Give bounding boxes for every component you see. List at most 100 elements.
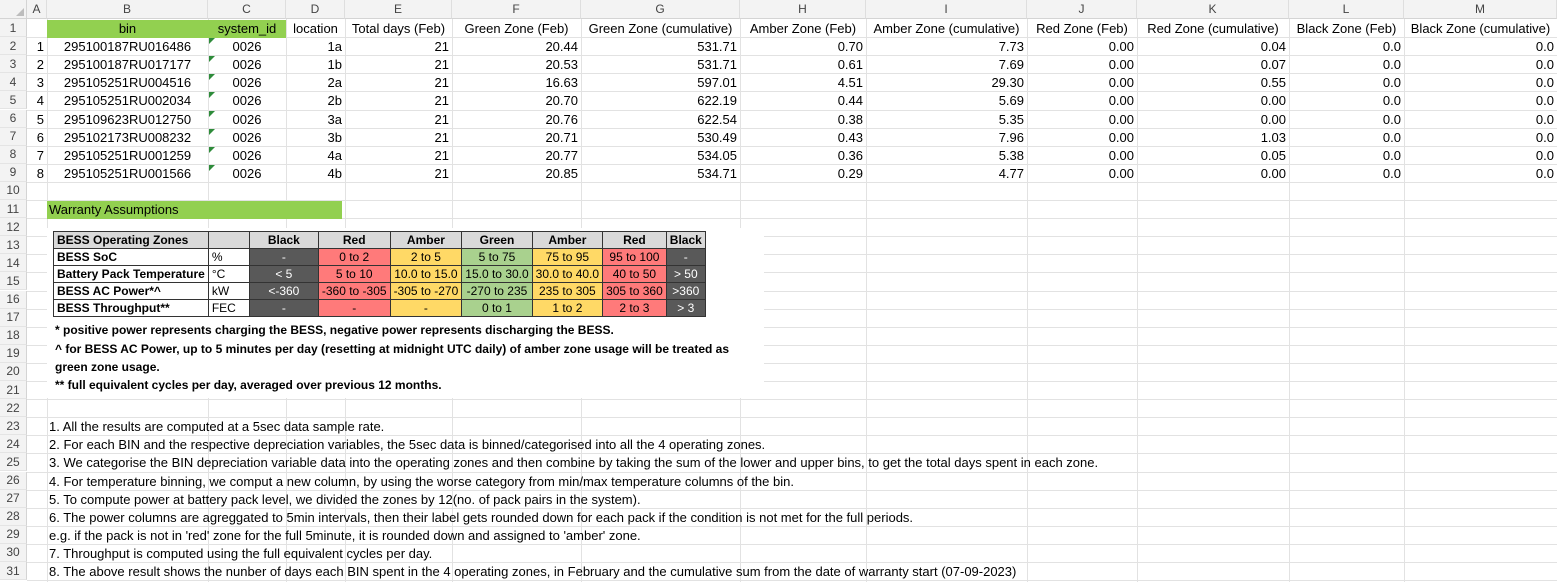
cell-f2[interactable]: 20.44 — [545, 39, 578, 55]
cell-i7[interactable]: 7.96 — [998, 129, 1024, 145]
cell-f3[interactable]: 20.53 — [545, 57, 578, 73]
cell-a6[interactable]: 5 — [36, 111, 44, 127]
cell-e7[interactable]: 21 — [434, 129, 449, 145]
cell-c3[interactable]: 0026 — [232, 57, 262, 73]
row-header-3[interactable]: 3 — [0, 55, 27, 74]
cell-d7[interactable]: 3b — [327, 129, 342, 145]
cell-b9[interactable]: 295105251RU001566 — [63, 165, 192, 181]
cell-i4[interactable]: 29.30 — [991, 75, 1024, 91]
cell-f8[interactable]: 20.77 — [545, 147, 578, 163]
row-header-28[interactable]: 28 — [0, 507, 27, 526]
cell-h4[interactable]: 4.51 — [837, 75, 863, 91]
cell-f9[interactable]: 20.85 — [545, 165, 578, 181]
cell-f7[interactable]: 20.71 — [545, 129, 578, 145]
cell-c9[interactable]: 0026 — [232, 165, 262, 181]
column-header-a[interactable]: A — [27, 0, 47, 19]
cell-j6[interactable]: 0.00 — [1108, 111, 1134, 127]
column-header-j[interactable]: J — [1027, 0, 1137, 19]
cell-g6[interactable]: 622.54 — [697, 111, 737, 127]
header-cell-d[interactable]: location — [293, 21, 338, 36]
cell-e6[interactable]: 21 — [434, 111, 449, 127]
note-line-7[interactable]: e.g. if the pack is not in 'red' zone fo… — [49, 527, 641, 543]
cell-j3[interactable]: 0.00 — [1108, 57, 1134, 73]
cell-j7[interactable]: 0.00 — [1108, 129, 1134, 145]
cell-g4[interactable]: 597.01 — [697, 75, 737, 91]
cell-i8[interactable]: 5.38 — [998, 147, 1024, 163]
cell-l4[interactable]: 0.0 — [1382, 75, 1401, 91]
row-header-10[interactable]: 10 — [0, 181, 27, 200]
column-header-k[interactable]: K — [1137, 0, 1289, 19]
row-header-21[interactable]: 21 — [0, 381, 27, 400]
row-header-22[interactable]: 22 — [0, 399, 27, 418]
cell-l6[interactable]: 0.0 — [1382, 111, 1401, 127]
row-header-9[interactable]: 9 — [0, 163, 27, 182]
cell-k7[interactable]: 1.03 — [1260, 129, 1286, 145]
column-header-i[interactable]: I — [866, 0, 1027, 19]
row-header-1[interactable]: 1 — [0, 19, 27, 38]
cell-a7[interactable]: 6 — [36, 129, 44, 145]
cell-d8[interactable]: 4a — [327, 147, 342, 163]
cell-l9[interactable]: 0.0 — [1382, 165, 1401, 181]
cell-k5[interactable]: 0.00 — [1260, 93, 1286, 109]
row-header-24[interactable]: 24 — [0, 435, 27, 454]
cell-g3[interactable]: 531.71 — [697, 57, 737, 73]
cell-c2[interactable]: 0026 — [232, 39, 262, 55]
note-line-3[interactable]: 3. We categorise the BIN depreciation va… — [49, 455, 1099, 471]
column-header-h[interactable]: H — [740, 0, 866, 19]
column-header-e[interactable]: E — [345, 0, 452, 19]
cell-e4[interactable]: 21 — [434, 75, 449, 91]
note-line-5[interactable]: 5. To compute power at battery pack leve… — [49, 491, 641, 507]
cell-i6[interactable]: 5.35 — [998, 111, 1024, 127]
cell-a3[interactable]: 2 — [36, 57, 44, 73]
row-header-5[interactable]: 5 — [0, 91, 27, 110]
row-header-20[interactable]: 20 — [0, 362, 27, 381]
header-cell-b[interactable]: bin — [47, 20, 208, 38]
cell-k3[interactable]: 0.07 — [1260, 57, 1286, 73]
cell-a2[interactable]: 1 — [36, 39, 44, 55]
cell-b4[interactable]: 295105251RU004516 — [63, 75, 192, 91]
row-header-14[interactable]: 14 — [0, 254, 27, 273]
row-header-30[interactable]: 30 — [0, 543, 27, 562]
cell-i9[interactable]: 4.77 — [998, 165, 1024, 181]
row-header-18[interactable]: 18 — [0, 326, 27, 345]
column-header-f[interactable]: F — [452, 0, 581, 19]
cell-m4[interactable]: 0.0 — [1535, 75, 1554, 91]
header-cell-m[interactable]: Black Zone (cumulative) — [1410, 21, 1551, 36]
cell-b7[interactable]: 295102173RU008232 — [63, 129, 192, 145]
note-line-4[interactable]: 4. For temperature binning, we comput a … — [49, 473, 794, 489]
cell-e3[interactable]: 21 — [434, 57, 449, 73]
cell-d6[interactable]: 3a — [327, 111, 342, 127]
cell-m7[interactable]: 0.0 — [1535, 129, 1554, 145]
cell-a8[interactable]: 7 — [36, 147, 44, 163]
cell-i5[interactable]: 5.69 — [998, 93, 1024, 109]
cell-e8[interactable]: 21 — [434, 147, 449, 163]
row-header-26[interactable]: 26 — [0, 471, 27, 490]
row-header-25[interactable]: 25 — [0, 453, 27, 472]
cell-k6[interactable]: 0.00 — [1260, 111, 1286, 127]
cell-m5[interactable]: 0.0 — [1535, 93, 1554, 109]
cell-a9[interactable]: 8 — [36, 165, 44, 181]
row-header-27[interactable]: 27 — [0, 489, 27, 508]
cell-b6[interactable]: 295109623RU012750 — [63, 111, 192, 127]
row-header-19[interactable]: 19 — [0, 344, 27, 363]
row-header-31[interactable]: 31 — [0, 562, 27, 581]
note-line-2[interactable]: 2. For each BIN and the respective depre… — [49, 437, 766, 453]
header-cell-f[interactable]: Green Zone (Feb) — [464, 21, 569, 36]
cell-j4[interactable]: 0.00 — [1108, 75, 1134, 91]
cell-f5[interactable]: 20.70 — [545, 93, 578, 109]
row-header-2[interactable]: 2 — [0, 37, 27, 56]
row-header-15[interactable]: 15 — [0, 272, 27, 291]
cell-j2[interactable]: 0.00 — [1108, 39, 1134, 55]
cell-d5[interactable]: 2b — [327, 93, 342, 109]
cell-a5[interactable]: 4 — [36, 93, 44, 109]
cell-e9[interactable]: 21 — [434, 165, 449, 181]
cell-b2[interactable]: 295100187RU016486 — [63, 39, 192, 55]
column-header-g[interactable]: G — [581, 0, 740, 19]
cell-l7[interactable]: 0.0 — [1382, 129, 1401, 145]
cell-h7[interactable]: 0.43 — [837, 129, 863, 145]
row-header-23[interactable]: 23 — [0, 417, 27, 436]
cell-e2[interactable]: 21 — [434, 39, 449, 55]
row-header-12[interactable]: 12 — [0, 218, 27, 237]
cell-d3[interactable]: 1b — [327, 57, 342, 73]
column-header-d[interactable]: D — [286, 0, 345, 19]
